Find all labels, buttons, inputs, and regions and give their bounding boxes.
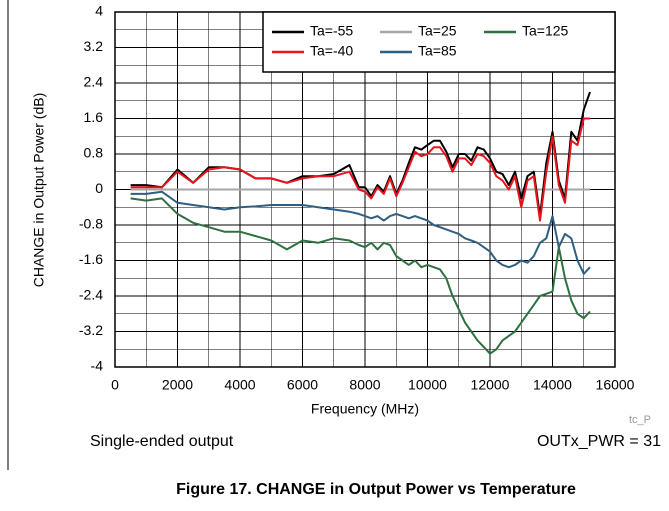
- y-tick-label: 3.2: [84, 38, 104, 54]
- y-tick-label: 0: [95, 180, 103, 196]
- x-tick-label: 4000: [224, 377, 255, 393]
- y-tick-label: 4: [95, 3, 103, 19]
- legend-label: Ta=85: [418, 43, 457, 59]
- y-tick-label: 1.6: [84, 109, 104, 125]
- x-tick-label: 14000: [533, 377, 572, 393]
- x-tick-label: 12000: [471, 377, 510, 393]
- x-tick-label: 8000: [349, 377, 380, 393]
- x-tick-label: 2000: [162, 377, 193, 393]
- legend-label: Ta=25: [418, 23, 457, 39]
- y-tick-label: -3.2: [79, 322, 103, 338]
- x-tick-label: 16000: [596, 377, 635, 393]
- y-tick-label: -0.8: [79, 216, 103, 232]
- legend-box: [262, 11, 616, 73]
- legend-label: Ta=125: [522, 23, 569, 39]
- tag: tc_P: [629, 414, 651, 426]
- legend-label: Ta=-55: [310, 23, 353, 39]
- series-line: [130, 190, 591, 275]
- note: OUTx_PWR = 31: [537, 433, 661, 450]
- legend-label: Ta=-40: [310, 43, 353, 59]
- caption: Figure 17. CHANGE in Output Power vs Tem…: [176, 481, 576, 498]
- x-tick-label: 0: [111, 377, 119, 393]
- y-tick-label: -2.4: [79, 287, 103, 303]
- series-line: [130, 197, 591, 355]
- y-tick-label: 0.8: [84, 145, 104, 161]
- y-tick-label: -4: [91, 358, 104, 374]
- note: Single-ended output: [90, 433, 234, 450]
- y-axis-label: CHANGE in Output Power (dB): [31, 93, 47, 288]
- x-tick-label: 6000: [287, 377, 318, 393]
- y-tick-label: 2.4: [84, 74, 104, 90]
- y-tick-label: -1.6: [79, 251, 103, 267]
- x-axis-label: Frequency (MHz): [311, 401, 419, 417]
- series-line: [130, 117, 590, 222]
- x-tick-label: 10000: [408, 377, 447, 393]
